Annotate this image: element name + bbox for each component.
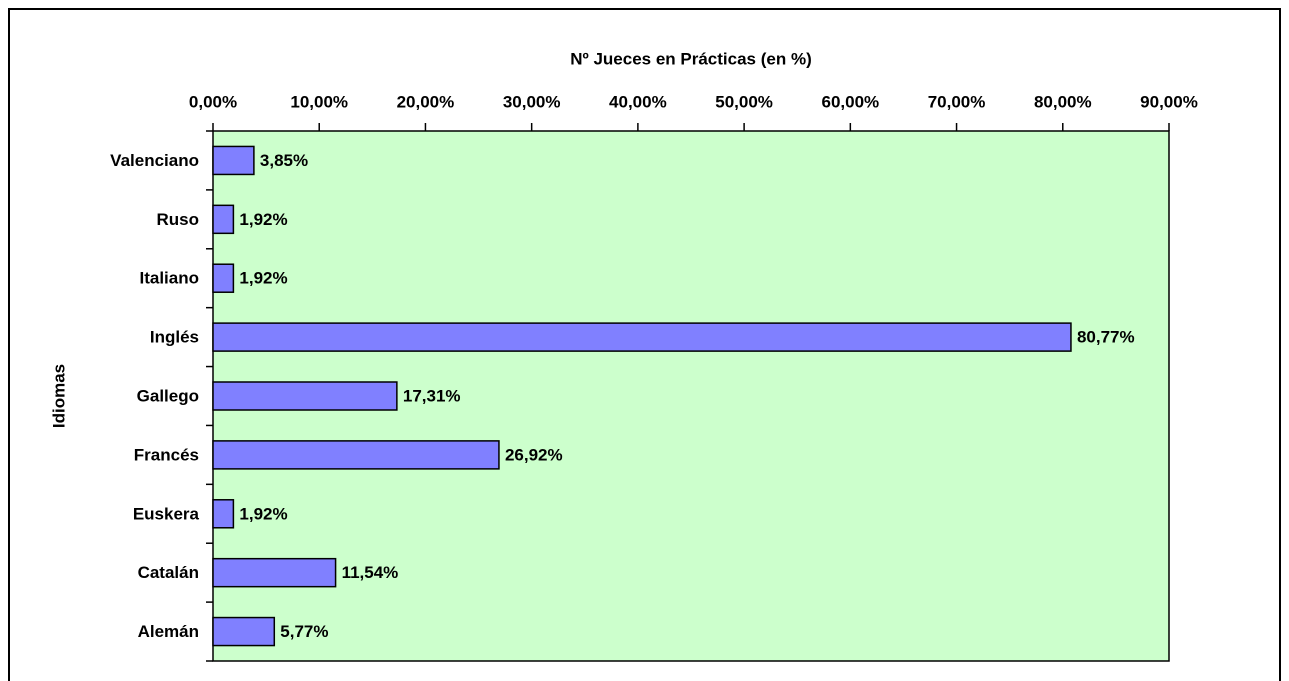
value-label: 1,92% [239,504,287,523]
value-label: 1,92% [239,269,287,288]
bar [212,263,235,293]
y-tick-label: Francés [134,445,199,464]
bar [212,557,337,588]
x-tick-label: 20,00% [397,92,455,111]
y-tick-label: Alemán [138,622,199,641]
x-tick-label: 40,00% [609,92,667,111]
y-tick-label: Euskera [133,504,200,523]
bar [212,499,235,529]
x-tick-label: 50,00% [715,92,773,111]
bar [212,145,255,176]
x-tick-label: 60,00% [821,92,879,111]
bar [212,440,500,470]
chart-title: Nº Jueces en Prácticas (en %) [570,49,812,68]
y-axis-title: Idiomas [49,364,68,428]
x-tick-label: 30,00% [503,92,561,111]
y-tick-label: Italiano [139,269,199,288]
bar [212,616,276,647]
bar [212,322,1072,352]
y-tick-label: Inglés [150,328,199,347]
value-label: 11,54% [342,563,399,582]
value-label: 80,77% [1077,328,1135,347]
value-label: 26,92% [505,445,563,464]
bar [212,381,398,411]
value-label: 5,77% [280,622,328,641]
bar [212,204,235,235]
x-tick-label: 80,00% [1034,92,1092,111]
x-tick-label: 90,00% [1140,92,1198,111]
y-tick-label: Gallego [137,386,199,405]
value-label: 3,85% [260,151,308,170]
y-tick-label: Valenciano [110,151,199,170]
x-tick-label: 10,00% [290,92,348,111]
x-tick-label: 0,00% [189,92,237,111]
y-tick-label: Ruso [157,210,200,229]
value-label: 17,31% [403,386,461,405]
value-label: 1,92% [239,210,287,229]
x-tick-label: 70,00% [928,92,986,111]
y-tick-label: Catalán [138,563,199,582]
